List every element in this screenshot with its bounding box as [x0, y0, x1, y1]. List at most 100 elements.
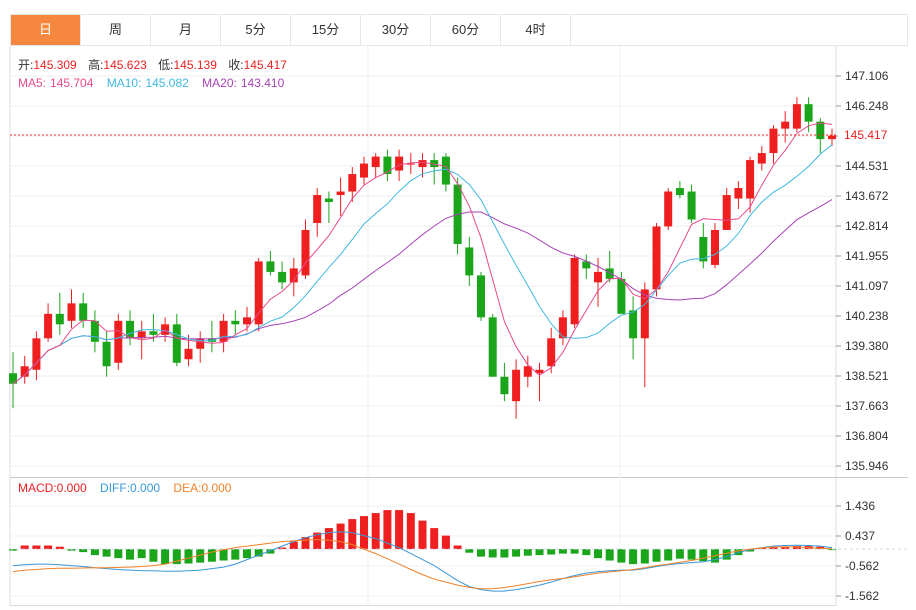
macd-tick-label: -1.562 [845, 589, 879, 603]
candle-body [523, 366, 532, 377]
tab-15min[interactable]: 15分 [291, 15, 361, 45]
candle-body [207, 338, 216, 342]
macd-bar [278, 547, 287, 550]
candle-body [348, 174, 357, 192]
candle-body [792, 104, 801, 129]
price-tick-label: 137.663 [845, 399, 889, 413]
tab-5min[interactable]: 5分 [221, 15, 291, 45]
macd-histogram [9, 510, 836, 565]
macd-bar [207, 549, 216, 562]
macd-bar [55, 546, 64, 550]
candle-body [512, 369, 521, 402]
candle-body [687, 191, 696, 220]
candle-body [477, 275, 485, 318]
price-tick-label: 147.106 [845, 69, 889, 83]
macd-bar [90, 549, 99, 556]
candle-body [336, 191, 345, 196]
macd-bar [67, 549, 76, 551]
macd-bar [395, 510, 404, 550]
ohlc-legend: 开:145.309 高:145.623 低:145.139 收:145.417 [18, 57, 287, 72]
macd-bar [371, 513, 380, 550]
candle-body [570, 257, 579, 325]
tab-day[interactable]: 日 [11, 15, 81, 45]
ma10-value: 145.082 [145, 76, 189, 90]
tab-60min[interactable]: 60分 [431, 15, 501, 45]
macd-bar [406, 513, 415, 550]
macd-bar [102, 549, 111, 557]
macd-bar [126, 549, 134, 560]
ma10-label: MA10: [107, 76, 142, 90]
ma20-value: 143.410 [241, 76, 285, 90]
candle-body [254, 261, 263, 325]
macd-bar [629, 549, 638, 565]
candle-body [172, 324, 181, 363]
macd-bar [652, 549, 661, 562]
candle-body [652, 226, 661, 290]
candle-body [430, 160, 439, 168]
macd-value: 0.000 [57, 481, 87, 495]
current-price-label: 145.417 [844, 128, 888, 142]
price-tick-label: 135.946 [845, 459, 889, 473]
candle-body [558, 317, 567, 339]
low-value: 145.139 [174, 58, 218, 72]
candle-body [734, 188, 743, 199]
macd-bar [20, 545, 29, 550]
candle-body [371, 156, 380, 168]
candle-body [406, 163, 415, 165]
candle-body [79, 303, 88, 321]
candle-body [617, 278, 626, 314]
macd-bar [430, 528, 439, 550]
macd-bar [313, 532, 322, 550]
tab-4hour[interactable]: 4时 [501, 15, 571, 45]
tab-week[interactable]: 周 [81, 15, 151, 45]
candle-body [67, 303, 76, 321]
macd-bar [418, 520, 427, 550]
macd-bar [477, 549, 485, 557]
macd-bar [781, 547, 790, 550]
macd-bar [594, 549, 602, 559]
macd-bar [32, 545, 41, 550]
candle-body [301, 229, 310, 276]
candle-body [137, 331, 146, 339]
macd-bar [488, 549, 497, 558]
tab-30min[interactable]: 30分 [361, 15, 431, 45]
macd-bar [231, 549, 240, 560]
candle-body [640, 289, 649, 339]
macd-bar [582, 549, 591, 556]
candle-body [313, 195, 322, 223]
candle-body [231, 320, 240, 325]
macd-bar [523, 549, 532, 556]
low-label: 低: [158, 58, 173, 72]
svg-text:MACD:0.000 DIFF:0.000: MACD:0.000 DIFF:0.000 DEA:0.000 [18, 481, 232, 495]
chart-frame [9, 46, 908, 606]
price-tick-label: 143.672 [845, 189, 889, 203]
candle-body [20, 366, 29, 377]
candle-body [289, 268, 298, 283]
macd-tick-label: 0.437 [845, 529, 875, 543]
macd-bar [699, 549, 708, 562]
open-value: 145.309 [33, 58, 77, 72]
candle-body [675, 188, 684, 196]
ma-legend: MA5: 145.704 MA10: 145.082 MA20: 143.410 [18, 76, 285, 90]
candle-body [605, 268, 614, 279]
candle-body [114, 320, 123, 363]
price-tick-label: 136.804 [845, 429, 889, 443]
macd-bar [289, 541, 298, 550]
tab-month[interactable]: 月 [151, 15, 221, 45]
dea-value: 0.000 [201, 481, 231, 495]
candle-body [769, 128, 778, 154]
candle-body [32, 338, 41, 370]
macd-bar [734, 549, 743, 556]
close-label: 收: [228, 58, 243, 72]
candle-body [243, 317, 251, 325]
svg-text:MA5:145.704 MA10:145.082: MA5: 145.704 MA10: 145.082 MA20: 143.410 [18, 76, 285, 90]
macd-tick-label: -0.562 [845, 559, 879, 573]
macd-bar [9, 549, 17, 551]
candle-body [547, 338, 556, 367]
candle-body [126, 320, 134, 339]
price-tick-label: 141.955 [845, 249, 889, 263]
macd-bar [769, 547, 778, 550]
ma20-label: MA20: [202, 76, 237, 90]
candle-body [488, 317, 497, 377]
